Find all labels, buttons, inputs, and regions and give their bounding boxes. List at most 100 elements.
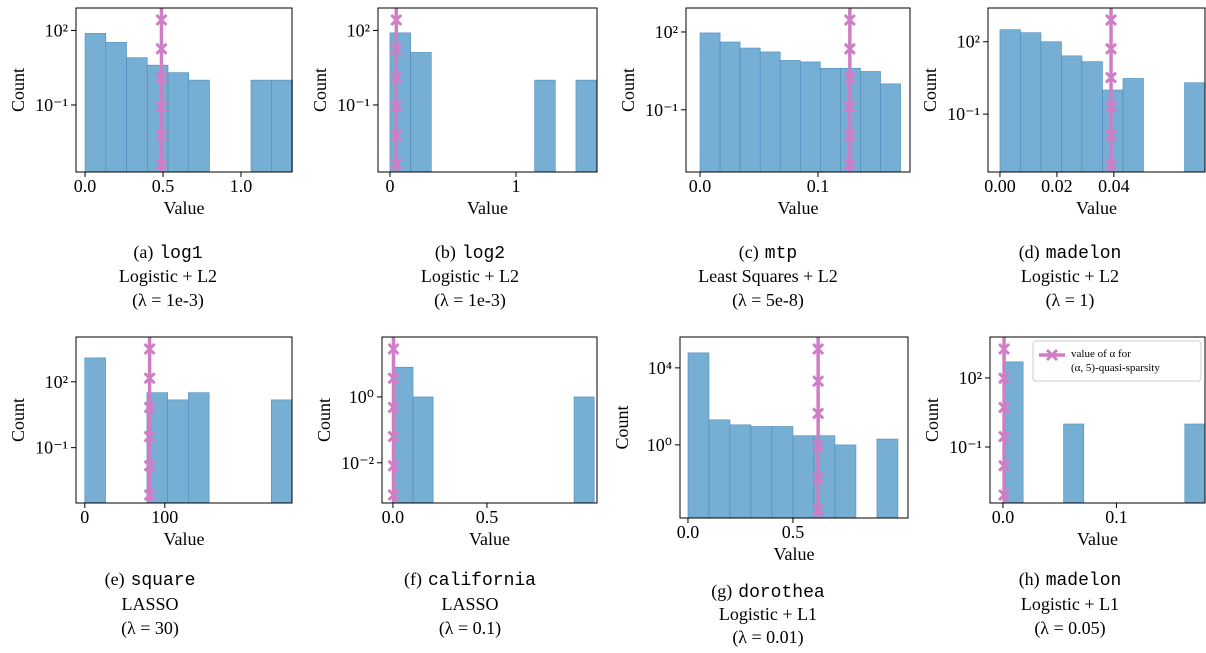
bar (167, 399, 189, 504)
y-tick-label: 10⁻¹ (35, 95, 68, 115)
subplot: 0.0 0.5 10⁴ 10⁰ Value Count (g) dorotheaLogisti… (612, 336, 909, 648)
caption-model: Logistic + L2 (119, 266, 217, 286)
x-axis-label: Value (469, 529, 510, 549)
bar (860, 71, 881, 173)
bar (410, 52, 432, 173)
x-axis-label: Value (778, 198, 819, 218)
bar (1081, 61, 1103, 173)
y-tick-label: 10² (957, 32, 980, 52)
alpha-marker (387, 459, 400, 472)
alpha-marker (1104, 42, 1118, 55)
bar (719, 41, 741, 173)
axes-frame (377, 7, 598, 173)
caption-reg: (λ = 30) (121, 618, 179, 639)
caption-reg: (λ = 1e-3) (132, 290, 204, 311)
x-tick-label: 0.02 (1041, 176, 1073, 196)
bar (188, 392, 210, 504)
bar (880, 83, 901, 173)
caption-dataset: square (131, 571, 196, 591)
alpha-marker (843, 13, 856, 27)
x-tick-label: 0.1 (1105, 507, 1128, 527)
bar (687, 352, 710, 519)
y-tick-label: 10⁴ (648, 358, 672, 378)
x-tick-label: 0.5 (476, 507, 499, 527)
caption-reg: (λ = 0.1) (439, 618, 501, 639)
legend-label: (α, 5)-quasi-sparsity (1071, 362, 1160, 374)
y-axis-label: Count (310, 68, 330, 112)
x-tick-label: 0.0 (677, 522, 700, 542)
bar (1020, 32, 1042, 173)
bar (699, 32, 721, 173)
subplot: 0.0 0.5 1.0 10² 10⁻¹ Value Count (a) log1Logisti… (8, 7, 293, 311)
alpha-marker (155, 42, 168, 55)
alpha-marker (143, 342, 156, 356)
x-tick-label: 0.5 (152, 176, 175, 196)
alpha-marker (998, 459, 1011, 472)
bar (1040, 41, 1062, 173)
alpha-marker (812, 407, 825, 420)
y-tick-label: 10⁻¹ (645, 100, 678, 120)
x-tick-label: 0 (80, 507, 89, 527)
bar (270, 399, 293, 504)
caption-label: (f) (404, 569, 422, 590)
alpha-marker (387, 401, 400, 414)
alpha-marker (998, 342, 1011, 356)
alpha-marker (387, 430, 400, 443)
y-tick-label: 10² (655, 22, 678, 42)
bar (792, 435, 815, 519)
alpha-marker (390, 13, 403, 27)
alpha-marker (387, 488, 400, 502)
caption-label: (c) (739, 242, 759, 263)
x-tick-label: 100 (151, 507, 178, 527)
axes-frame (685, 7, 911, 173)
alpha-marker (998, 401, 1011, 414)
alpha-marker (843, 42, 856, 55)
axes-frame (75, 7, 293, 173)
legend-box (1032, 340, 1202, 382)
caption-model: Logistic + L1 (1021, 594, 1119, 614)
alpha-marker (387, 372, 400, 385)
x-tick-label: 0.0 (382, 507, 405, 527)
caption-reg: (λ = 0.05) (1034, 618, 1105, 639)
y-axis-label: Count (612, 405, 632, 449)
caption-dataset: california (428, 571, 536, 591)
alpha-marker (812, 375, 825, 388)
subplot: 0 100 10² 10⁻¹ Value Count (e) square LASSO (λ = … (8, 336, 293, 639)
y-tick-label: 10⁻¹ (947, 104, 980, 124)
bar (84, 357, 106, 504)
alpha-marker (843, 157, 856, 171)
bar (739, 47, 761, 173)
y-axis-label: Count (8, 398, 28, 442)
caption-label: (b) (435, 242, 456, 263)
bar (800, 61, 821, 173)
caption-title: (g) dorothea (711, 581, 825, 603)
bar (412, 396, 434, 504)
bar (84, 33, 107, 173)
bar (876, 438, 899, 519)
caption-title: (e) square (105, 569, 196, 591)
x-axis-label: Value (467, 198, 508, 218)
x-axis-label: Value (164, 529, 205, 549)
alpha-marker (812, 471, 825, 484)
caption-model: Logistic + L1 (719, 604, 817, 624)
subplot: 0.0 0.5 10⁰ 10⁻² Value Count (f) california LASS… (314, 336, 598, 639)
bar (1002, 361, 1024, 504)
x-axis-label: Value (1076, 198, 1117, 218)
caption-model: Logistic + L2 (1021, 266, 1119, 286)
bar (105, 42, 127, 173)
bar (1061, 55, 1083, 173)
legend: value of α for (α, 5)-quasi-sparsity (1032, 340, 1202, 382)
bar (573, 396, 595, 504)
axes-frame (381, 336, 598, 504)
bar (708, 419, 731, 519)
caption-label: (g) (711, 581, 732, 602)
axes-frame (989, 336, 1206, 504)
caption-dataset: log1 (159, 244, 202, 264)
alpha-marker (143, 401, 156, 414)
alpha-marker (843, 100, 856, 113)
alpha-marker (812, 342, 825, 356)
caption-model: LASSO (121, 594, 178, 614)
y-axis-label: Count (8, 68, 28, 112)
bar (271, 79, 293, 173)
